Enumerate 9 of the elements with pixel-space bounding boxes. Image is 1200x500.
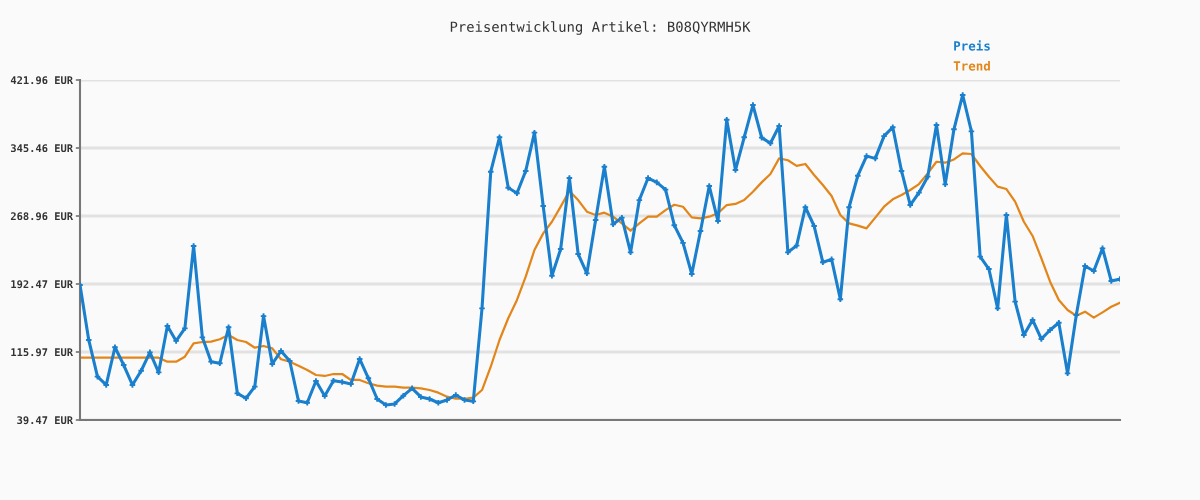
text: Preis [954,40,990,51]
y-tick-label: 115.97 EUR [11,348,74,357]
y-tick-label: 268.96 EUR [10,212,74,221]
y-tick-label: 39.47 EUR [17,416,74,425]
y-tick-label: 345.46 EUR [10,144,74,153]
y-tick-label: 421.96 EUR [10,76,74,85]
y-tick-label: 192.47 EUR [11,280,74,289]
text: Trend [953,60,990,71]
chart-title: Preisentwicklung Artikel: B08QYRMH5K [450,21,751,35]
